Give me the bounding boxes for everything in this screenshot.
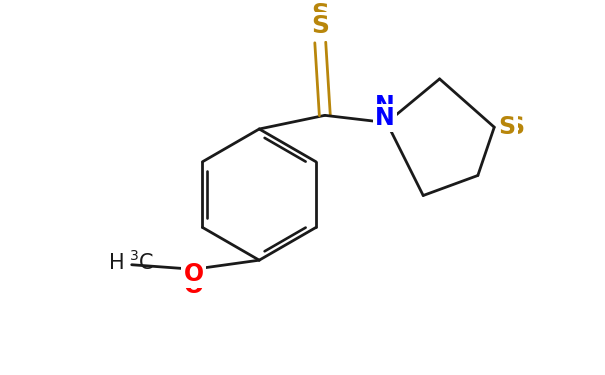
Text: S: S xyxy=(311,14,329,38)
Text: N: N xyxy=(375,106,395,130)
Text: N: N xyxy=(375,94,395,118)
Text: O: O xyxy=(183,262,204,286)
Text: H: H xyxy=(109,253,125,273)
Text: 3: 3 xyxy=(130,249,139,263)
Text: O: O xyxy=(183,274,204,298)
Text: S: S xyxy=(499,115,515,139)
Text: S: S xyxy=(507,115,524,139)
Text: S: S xyxy=(311,2,329,26)
Text: C: C xyxy=(139,253,154,273)
